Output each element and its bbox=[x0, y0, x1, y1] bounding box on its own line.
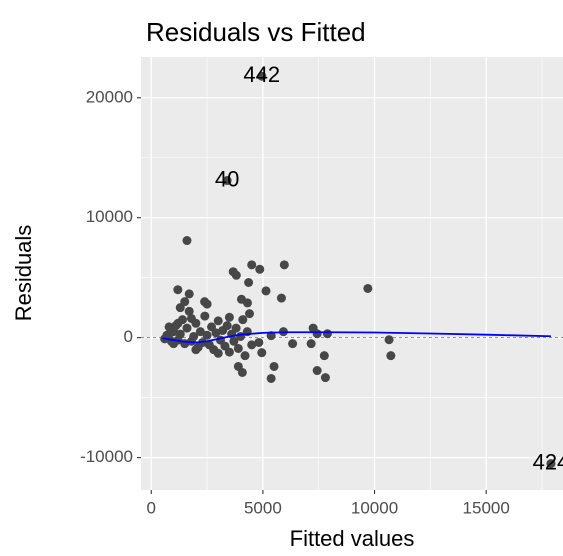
point bbox=[244, 309, 254, 319]
point bbox=[276, 293, 286, 303]
point bbox=[184, 289, 194, 299]
point bbox=[224, 347, 234, 357]
point bbox=[322, 329, 332, 339]
x-axis-title: Fitted values bbox=[290, 526, 415, 551]
point bbox=[240, 351, 250, 361]
point bbox=[189, 331, 199, 341]
point bbox=[247, 260, 257, 270]
point bbox=[386, 351, 396, 361]
point bbox=[306, 339, 316, 349]
point bbox=[266, 373, 276, 383]
point bbox=[244, 277, 254, 287]
chart-title: Residuals vs Fitted bbox=[146, 17, 366, 47]
point bbox=[231, 323, 241, 333]
point bbox=[213, 348, 223, 358]
point bbox=[269, 361, 279, 371]
point bbox=[257, 71, 267, 81]
point bbox=[182, 323, 192, 333]
point bbox=[200, 311, 210, 321]
x-tick-label: 10000 bbox=[351, 498, 398, 517]
point bbox=[546, 459, 556, 469]
point bbox=[195, 327, 205, 337]
point bbox=[312, 329, 322, 339]
point bbox=[320, 373, 330, 383]
point bbox=[279, 260, 289, 270]
point bbox=[184, 306, 194, 316]
y-tick-label: 0 bbox=[124, 327, 133, 346]
point bbox=[261, 286, 271, 296]
x-tick-label: 15000 bbox=[463, 498, 510, 517]
point bbox=[363, 283, 373, 293]
y-tick-label: 20000 bbox=[86, 87, 133, 106]
point bbox=[229, 336, 239, 346]
point bbox=[180, 297, 190, 307]
panel bbox=[141, 57, 563, 490]
point bbox=[173, 318, 183, 328]
y-tick-label: -10000 bbox=[80, 447, 133, 466]
point bbox=[242, 298, 252, 308]
point bbox=[202, 299, 212, 309]
point bbox=[312, 366, 322, 376]
point bbox=[319, 351, 329, 361]
point-label: 40 bbox=[215, 166, 239, 191]
point bbox=[213, 316, 223, 326]
point bbox=[238, 315, 248, 325]
point bbox=[173, 285, 183, 295]
y-tick-label: 10000 bbox=[86, 207, 133, 226]
point bbox=[255, 264, 265, 274]
point bbox=[224, 312, 234, 322]
x-tick-label: 0 bbox=[147, 498, 156, 517]
point bbox=[222, 176, 232, 186]
smooth-line bbox=[162, 331, 551, 344]
point bbox=[257, 348, 267, 358]
point bbox=[182, 236, 192, 246]
point bbox=[237, 367, 247, 377]
point bbox=[222, 321, 232, 331]
point bbox=[169, 339, 179, 349]
point bbox=[233, 343, 243, 353]
point bbox=[164, 329, 174, 339]
point bbox=[175, 329, 185, 339]
point-label: 442 bbox=[243, 62, 280, 87]
point bbox=[231, 270, 241, 280]
x-tick-label: 5000 bbox=[244, 498, 282, 517]
point bbox=[384, 335, 394, 345]
point bbox=[191, 345, 201, 355]
point bbox=[247, 340, 257, 350]
point bbox=[202, 330, 212, 340]
point bbox=[288, 339, 298, 349]
point bbox=[254, 337, 264, 347]
point bbox=[186, 313, 196, 323]
y-axis-title: Residuals bbox=[11, 225, 36, 322]
point-label: 424 bbox=[533, 449, 563, 474]
